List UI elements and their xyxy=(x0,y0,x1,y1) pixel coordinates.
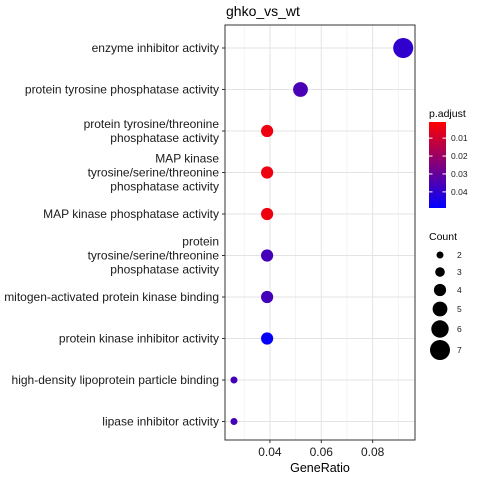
size-legend-label: 5 xyxy=(457,304,462,314)
y-tick-label: protein tyrosine phosphatase activity xyxy=(25,83,219,97)
color-legend-title: p.adjust xyxy=(429,108,466,120)
size-legend-label: 6 xyxy=(457,324,462,334)
data-point xyxy=(261,124,274,138)
color-legend: p.adjust 0.01 0.02 0.03 0.04 xyxy=(429,108,468,208)
y-tick-label-line: phosphatase activity xyxy=(110,263,219,277)
size-legend-label: 3 xyxy=(457,267,462,277)
y-axis-labels: enzyme inhibitor activity protein tyrosin… xyxy=(4,41,225,429)
data-point xyxy=(293,82,308,97)
x-tick-label: 0.08 xyxy=(361,445,385,459)
y-tick-label-line: phosphatase activity xyxy=(110,180,219,194)
color-legend-label: 0.04 xyxy=(451,187,468,197)
y-tick-label: enzyme inhibitor activity xyxy=(92,41,219,55)
panel-background xyxy=(225,25,415,440)
size-legend-key xyxy=(433,283,447,297)
color-legend-label: 0.03 xyxy=(451,169,468,179)
y-tick-label-line: protein xyxy=(182,235,219,249)
data-point xyxy=(261,290,274,304)
size-legend-key xyxy=(435,267,445,277)
data-point xyxy=(261,166,274,179)
chart-title: ghko_vs_wt xyxy=(226,3,300,19)
y-tick-label: protein kinase inhibitor activity xyxy=(59,332,219,346)
y-tick-label: mitogen-activated protein kinase binding xyxy=(4,290,219,304)
data-point xyxy=(230,418,238,425)
data-point xyxy=(393,38,414,58)
y-tick-label: protein tyrosine/threonine phosphatase ac… xyxy=(84,117,220,145)
y-tick-label-line: lipase inhibitor activity xyxy=(102,415,219,429)
size-legend-label: 7 xyxy=(457,345,462,355)
y-tick-label: MAP kinase phosphatase activity xyxy=(43,207,219,221)
data-points xyxy=(230,38,414,425)
size-legend-key xyxy=(432,301,448,317)
size-legend-label: 2 xyxy=(457,250,462,260)
y-tick-label: protein tyrosine/serine/threonine phosphat… xyxy=(88,235,220,277)
y-tick-label-line: MAP kinase xyxy=(155,152,219,166)
y-tick-label-line: tyrosine/serine/threonine xyxy=(88,249,220,263)
x-axis-title: GeneRatio xyxy=(290,461,350,475)
y-tick-label-line: phosphatase activity xyxy=(110,131,219,145)
size-legend-key xyxy=(436,251,444,259)
data-point xyxy=(261,207,274,221)
y-tick-label-line: mitogen-activated protein kinase binding xyxy=(4,290,219,304)
data-point xyxy=(230,376,238,384)
size-legend-key xyxy=(430,340,450,360)
y-tick-label-line: MAP kinase phosphatase activity xyxy=(43,207,219,221)
color-legend-label: 0.02 xyxy=(451,151,468,161)
size-legend: Count 2 3 4 5 6 7 xyxy=(429,231,462,360)
color-legend-label: 0.01 xyxy=(451,133,468,143)
x-axis: 0.04 0.06 0.08 xyxy=(258,440,385,459)
plot-panel xyxy=(224,24,416,441)
data-point xyxy=(261,249,274,262)
size-legend-key xyxy=(431,320,449,338)
y-tick-label-line: enzyme inhibitor activity xyxy=(92,41,219,55)
data-point xyxy=(261,332,274,345)
panel-border xyxy=(224,24,416,441)
color-legend-bar xyxy=(429,122,446,208)
y-tick-label: lipase inhibitor activity xyxy=(102,415,219,429)
size-legend-title: Count xyxy=(429,231,457,243)
y-tick-label: MAP kinase tyrosine/serine/threonine phosp… xyxy=(88,152,220,194)
x-tick-label: 0.06 xyxy=(310,445,334,459)
y-tick-label-line: protein kinase inhibitor activity xyxy=(59,332,219,346)
size-legend-label: 4 xyxy=(457,285,462,295)
y-tick-label-line: high-density lipoprotein particle bindin… xyxy=(12,373,219,387)
y-tick-label: high-density lipoprotein particle bindin… xyxy=(12,373,219,387)
y-tick-label-line: protein tyrosine/threonine xyxy=(84,117,220,131)
y-tick-label-line: tyrosine/serine/threonine xyxy=(88,166,220,180)
y-tick-label-line: protein tyrosine phosphatase activity xyxy=(25,83,219,97)
x-tick-label: 0.04 xyxy=(258,445,282,459)
